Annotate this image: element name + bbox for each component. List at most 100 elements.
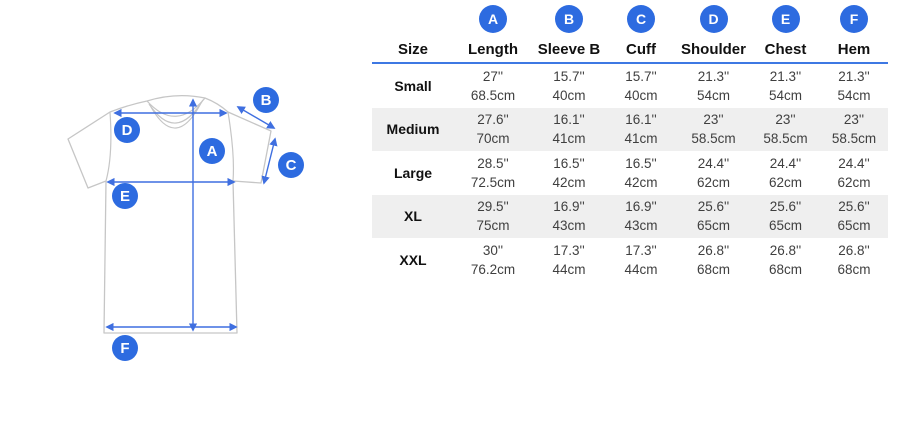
value-cm: 62cm (696, 174, 730, 190)
value-inches: 16.1'' (625, 112, 657, 128)
value-inches: 16.5'' (625, 155, 657, 171)
column-badge-hem: F (840, 5, 868, 33)
value-cm: 43cm (624, 218, 658, 234)
cell-xxl-cuff: 17.3'' 44cm (606, 238, 676, 282)
column-badge-chest: E (771, 5, 800, 33)
value-inches: 17.3'' (553, 242, 585, 258)
value-inches: 16.9'' (625, 199, 657, 215)
value-cm: 70cm (476, 131, 510, 147)
value-cm: 58.5cm (763, 131, 808, 147)
cell-small-sleeve: 15.7'' 40cm (532, 64, 606, 108)
value-inches: 24.4'' (769, 155, 802, 171)
tshirt-measurement-diagram: A B C D E F (0, 0, 370, 433)
value-inches: 25.6'' (697, 199, 730, 215)
diagram-marker-d: D (114, 117, 140, 143)
diagram-marker-a: A (199, 138, 225, 164)
value-inches: 29.5'' (477, 199, 509, 215)
column-header-shoulder: Shoulder (680, 40, 746, 58)
value-inches: 15.7'' (553, 68, 585, 84)
tshirt-outline (67, 94, 272, 334)
column-badges-row: A B C D E F (372, 0, 888, 37)
marker-c-circle (278, 152, 304, 178)
value-inches: 15.7'' (625, 68, 657, 84)
column-header-cuff: Cuff (626, 40, 656, 58)
cell-large-sleeve: 16.5'' 42cm (532, 151, 606, 195)
measure-line-cuff-c (261, 137, 278, 185)
column-header-hem: Hem (837, 40, 871, 58)
cell-small-length: 27'' 68.5cm (454, 64, 532, 108)
cell-xxl-sleeve: 17.3'' 44cm (532, 238, 606, 282)
cell-large-chest: 24.4'' 62cm (751, 151, 820, 195)
value-cm: 58.5cm (831, 131, 877, 147)
value-inches: 23'' (775, 112, 796, 128)
value-cm: 68cm (837, 261, 871, 277)
marker-e-circle (112, 183, 138, 209)
diagram-marker-c: C (278, 152, 304, 178)
cell-small-hem: 21.3'' 54cm (820, 64, 888, 108)
row-size-label: XXL (399, 251, 427, 268)
value-inches: 23'' (843, 112, 865, 128)
value-cm: 41cm (552, 131, 586, 147)
value-cm: 68cm (696, 261, 730, 277)
value-inches: 24.4'' (697, 155, 730, 171)
value-inches: 28.5'' (477, 155, 509, 171)
value-cm: 42cm (624, 174, 658, 190)
value-cm: 58.5cm (691, 131, 736, 147)
value-cm: 54cm (696, 87, 730, 103)
cell-medium-length: 27.6'' 70cm (454, 108, 532, 152)
value-cm: 62cm (768, 174, 802, 190)
value-inches: 24.4'' (838, 155, 870, 171)
value-inches: 25.6'' (838, 199, 870, 215)
value-inches: 27.6'' (477, 112, 509, 128)
value-inches: 21.3'' (769, 68, 802, 84)
marker-a-circle (199, 138, 225, 164)
cell-xxl-length: 30'' 76.2cm (454, 238, 532, 282)
cell-medium-chest: 23'' 58.5cm (751, 108, 820, 152)
cell-xxl-shoulder: 26.8'' 68cm (676, 238, 751, 282)
cell-medium-cuff: 16.1'' 41cm (606, 108, 676, 152)
cell-xl-sleeve: 16.9'' 43cm (532, 195, 606, 239)
cell-xl-cuff: 16.9'' 43cm (606, 195, 676, 239)
right-armhole-seam (227, 111, 235, 182)
value-inches: 21.3'' (838, 68, 870, 84)
value-inches: 17.3'' (625, 242, 657, 258)
value-cm: 54cm (837, 87, 871, 103)
value-cm: 75cm (476, 218, 510, 234)
row-size-label: Small (394, 77, 432, 94)
cell-large-length: 28.5'' 72.5cm (454, 151, 532, 195)
value-cm: 65cm (696, 218, 730, 234)
column-header-length: Length (468, 40, 518, 58)
value-inches: 26.8'' (697, 242, 730, 258)
value-cm: 68.5cm (470, 87, 516, 103)
marker-d-circle (114, 117, 140, 143)
marker-a-letter: A (207, 143, 218, 160)
cell-xl-shoulder: 25.6'' 65cm (676, 195, 751, 239)
value-cm: 65cm (837, 218, 871, 234)
column-header-size: Size (397, 40, 428, 58)
cell-medium-hem: 23'' 58.5cm (820, 108, 888, 152)
value-cm: 43cm (552, 218, 586, 234)
value-inches: 26.8'' (838, 242, 870, 258)
row-size-label: Large (393, 164, 433, 181)
header-divider (372, 62, 888, 64)
tshirt-diagram-svg: A B C D E F (67, 87, 304, 361)
table-row-small: Small 27'' 68.5cm 15.7'' 40cm 15.7'' 40cm 2… (372, 64, 888, 108)
cell-xl-length: 29.5'' 75cm (454, 195, 532, 239)
row-size-label: XL (404, 208, 422, 225)
value-cm: 62cm (837, 174, 871, 190)
column-badge-cuff: C (627, 5, 655, 33)
marker-d-letter: D (122, 122, 133, 139)
diagram-marker-b: B (253, 87, 279, 113)
value-inches: 16.5'' (553, 155, 585, 171)
cell-xl-hem: 25.6'' 65cm (820, 195, 888, 239)
cell-xxl-hem: 26.8'' 68cm (820, 238, 888, 282)
table-row-medium: Medium 27.6'' 70cm 16.1'' 41cm 16.1'' 41cm … (372, 107, 888, 152)
cell-large-cuff: 16.5'' 42cm (606, 151, 676, 195)
value-inches: 26.8'' (769, 242, 802, 258)
value-inches: 27'' (482, 68, 504, 84)
size-table: A B C D E F Size Length Sleeve B Cuff Sh… (372, 0, 888, 282)
table-row-large: Large 28.5'' 72.5cm 16.5'' 42cm 16.5'' 42cm… (372, 151, 888, 195)
value-cm: 42cm (552, 174, 586, 190)
column-badge-length: A (479, 5, 507, 33)
